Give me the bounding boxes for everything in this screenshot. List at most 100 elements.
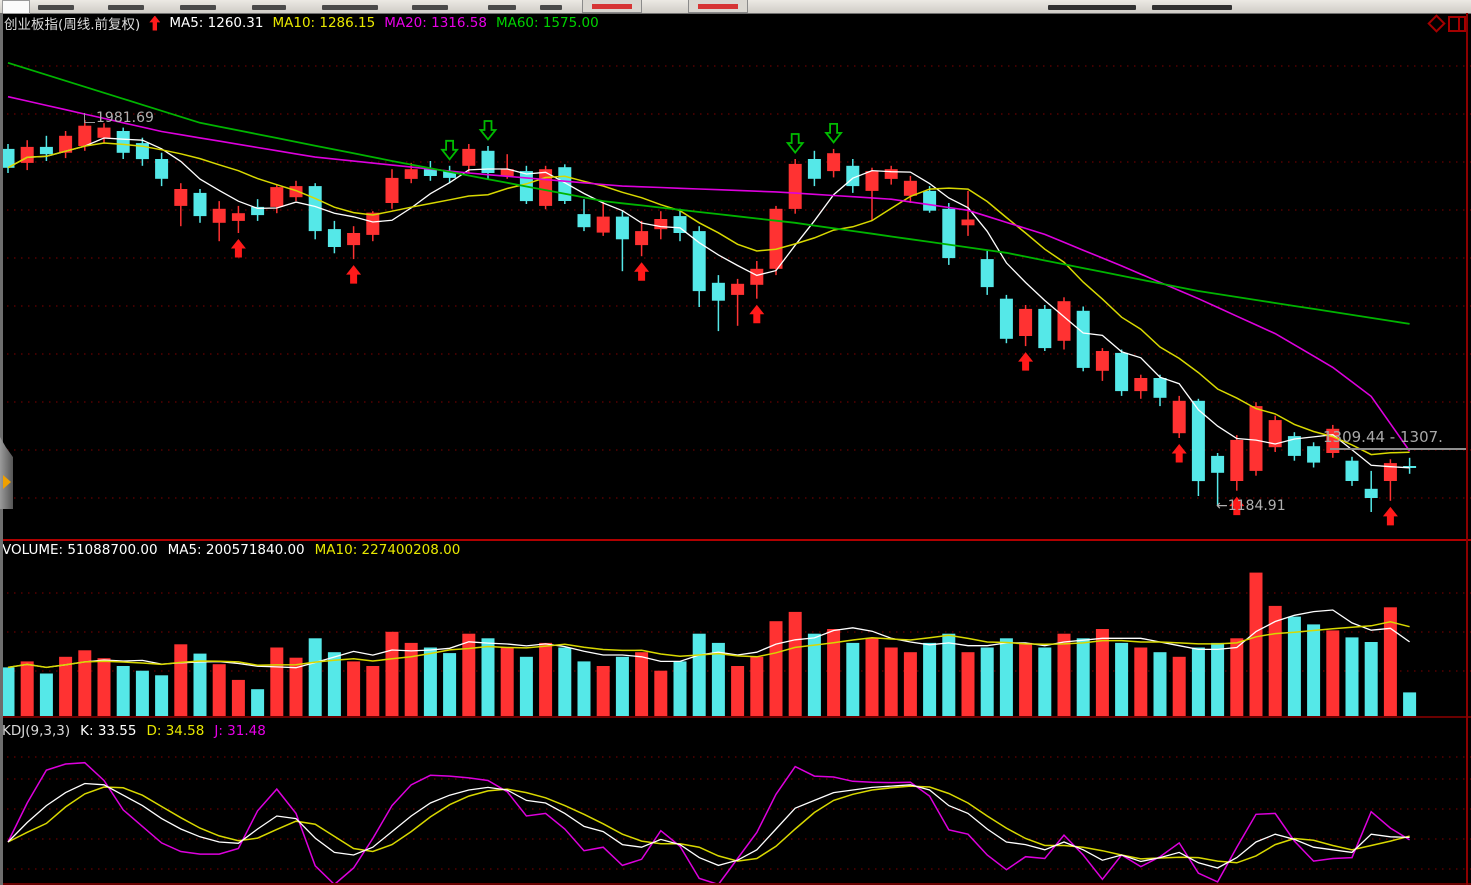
candle	[1364, 488, 1378, 498]
candle	[289, 186, 303, 198]
volume-bar	[615, 656, 629, 716]
candle	[673, 216, 687, 233]
kdj-chart[interactable]	[0, 745, 1471, 885]
candle	[1287, 436, 1301, 456]
menu-item-fragment[interactable]	[180, 5, 216, 10]
candle	[155, 159, 169, 179]
volume-bar	[1364, 642, 1378, 716]
volume-bar	[711, 642, 725, 716]
volume-bar	[1095, 629, 1109, 716]
candle	[1134, 378, 1148, 392]
trend-up-arrow-icon	[149, 15, 161, 31]
candle	[423, 169, 437, 176]
toolbar-button[interactable]	[582, 0, 642, 13]
candle	[1403, 466, 1417, 468]
candle	[884, 169, 898, 179]
volume-bar	[59, 656, 73, 716]
volume-bar	[654, 670, 668, 716]
volume-bar	[1115, 642, 1129, 716]
menu-item-fragment[interactable]	[412, 5, 448, 10]
candle	[807, 159, 821, 179]
status-text-fragment	[1048, 5, 1136, 10]
menu-item-fragment[interactable]	[38, 5, 74, 10]
volume-bar	[500, 647, 514, 716]
candlestick-chart[interactable]	[0, 28, 1471, 540]
volume-bar	[1268, 605, 1282, 716]
ma20-value: MA20: 1316.58	[384, 15, 487, 31]
price-level-line	[1330, 448, 1468, 450]
volume-bar	[443, 653, 457, 716]
candle	[1019, 308, 1033, 336]
candle	[39, 146, 53, 155]
ma60-value: MA60: 1575.00	[495, 15, 599, 31]
menu-item-fragment[interactable]	[488, 5, 516, 10]
volume-bar	[155, 675, 169, 716]
volume-bar	[769, 621, 783, 716]
candle	[327, 229, 341, 247]
candle	[1153, 378, 1167, 398]
volume-bar	[865, 638, 879, 716]
volume-bar	[174, 644, 188, 716]
candle	[615, 216, 629, 240]
volume-bar	[1307, 624, 1321, 716]
candle	[251, 206, 265, 216]
candle	[923, 190, 937, 211]
volume-bar	[519, 656, 533, 716]
candle	[231, 213, 245, 221]
candle	[59, 135, 73, 153]
app-logo-fragment[interactable]	[2, 0, 30, 14]
candle	[903, 180, 917, 196]
buy-signal-icon	[230, 238, 246, 258]
menu-item-fragment[interactable]	[540, 5, 562, 10]
menu-item-fragment[interactable]	[322, 5, 378, 10]
instrument-title: 创业板指(周线.前复权)	[4, 17, 141, 33]
low-price-annotation: ←1184.91	[1216, 498, 1286, 514]
candle	[462, 148, 476, 166]
leader-line	[84, 113, 95, 123]
kdj-j-line	[7, 761, 1410, 885]
candle	[731, 283, 745, 295]
volume-bar	[347, 661, 361, 716]
volume-bar	[1230, 638, 1244, 716]
window-bottom-edge	[0, 883, 1471, 885]
volume-bar	[1172, 656, 1186, 716]
chart-header: 创业板指(周线.前复权) MA5: 1260.31 MA10: 1286.15 …	[0, 13, 1471, 33]
toolbar-button[interactable]	[688, 0, 748, 13]
volume-bar	[97, 658, 111, 716]
sell-signal-icon	[824, 122, 843, 144]
volume-bar	[1403, 692, 1417, 716]
candle	[558, 167, 572, 201]
candle	[78, 125, 92, 146]
menu-item-fragment[interactable]	[252, 5, 286, 10]
price-range-annotation: 1309.44 - 1307.	[1323, 428, 1443, 446]
volume-ma10-value: MA10: 227400208.00	[314, 542, 461, 558]
candle	[711, 282, 725, 301]
candle	[865, 171, 879, 191]
panel-divider[interactable]	[0, 539, 1471, 541]
volume-bar	[1249, 572, 1263, 716]
candle	[980, 259, 994, 288]
candle	[692, 231, 706, 292]
volume-bar	[1383, 607, 1397, 716]
candle	[443, 171, 457, 178]
sidebar-expand-handle[interactable]	[0, 437, 13, 509]
menu-item-fragment[interactable]	[108, 5, 144, 10]
volume-bar	[596, 666, 610, 716]
candle	[788, 163, 802, 209]
volume-bar	[673, 661, 687, 716]
peak-price-annotation: 1981.69	[84, 110, 154, 126]
candle	[1383, 463, 1397, 481]
split-window-icon[interactable]	[1448, 16, 1466, 32]
candle	[404, 169, 418, 179]
panel-divider[interactable]	[0, 716, 1471, 718]
candle	[1038, 308, 1052, 349]
ma5-line	[7, 137, 1410, 469]
buy-signal-icon	[1229, 496, 1245, 516]
volume-chart[interactable]	[0, 560, 1471, 716]
candle	[366, 212, 380, 235]
volume-bar	[999, 638, 1013, 716]
candle	[1211, 455, 1225, 473]
candle	[1345, 460, 1359, 481]
buy-signal-icon	[346, 265, 362, 284]
volume-ma10-line	[7, 621, 1410, 669]
